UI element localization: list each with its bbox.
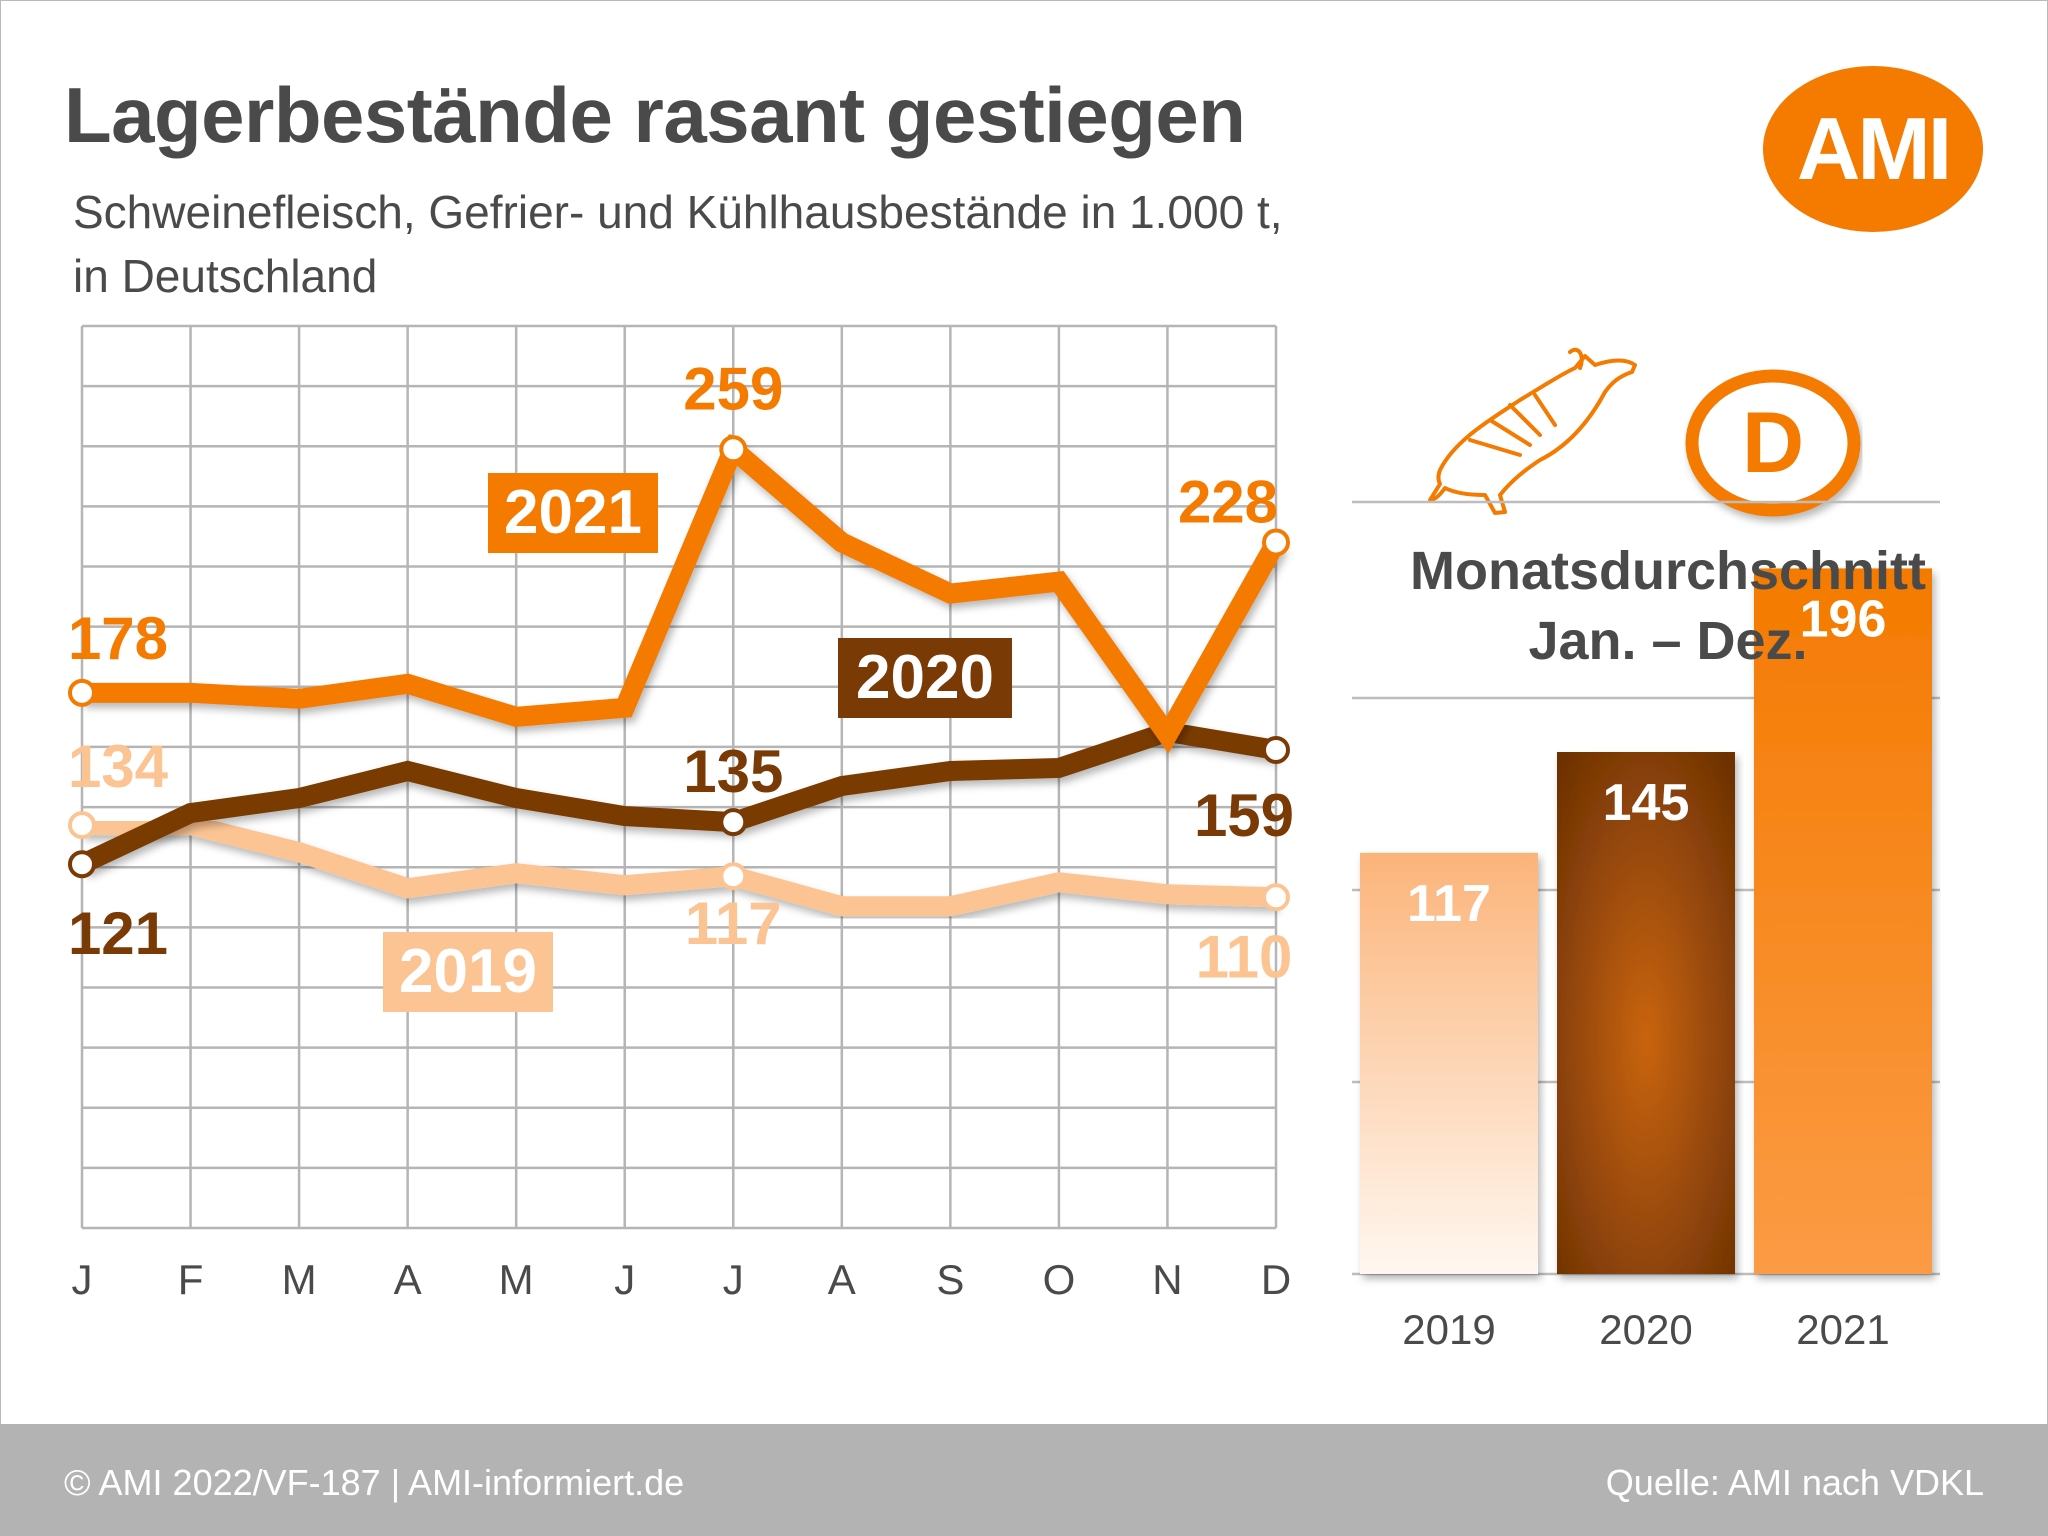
bar-category-label: 2019: [1402, 1306, 1495, 1353]
series-tag-2021: 2021: [488, 473, 658, 553]
x-tick-label: S: [936, 1256, 964, 1303]
series-tag-2019: 2019: [383, 932, 553, 1012]
bar-chart-layer: 117 2019 145 2020 196 2021: [1352, 500, 1940, 1353]
bar-2019: [1360, 852, 1538, 1274]
x-tick-label: N: [1152, 1256, 1182, 1303]
data-label-2020: 121: [68, 900, 168, 967]
average-title: Monatsdurchschnitt Jan. – Dez.: [1368, 536, 1968, 676]
bar-value-label: 117: [1407, 875, 1491, 933]
point-marker-2019: [68, 811, 96, 840]
x-tick-label: J: [614, 1256, 635, 1303]
point-marker-2021: [719, 435, 748, 464]
data-label-2021: 178: [68, 605, 168, 672]
series-tag-2021-text: 2021: [504, 478, 642, 547]
footer-bar: © AMI 2022/VF-187 | AMI-informiert.de Qu…: [0, 1424, 2048, 1536]
x-tick-label: M: [282, 1256, 317, 1303]
line-series-layer: [77, 432, 1285, 917]
data-label-2021: 259: [683, 355, 783, 422]
x-tick-label: D: [1261, 1256, 1291, 1303]
series-tag-2019-text: 2019: [399, 937, 537, 1006]
chart-canvas: J F M A M J J A S O N D 134 117 110 121 135 159 178 259 228…: [68, 324, 1940, 1353]
x-tick-label: A: [394, 1256, 422, 1303]
chart-title: Lagerbestände rasant gestiegen: [64, 71, 1246, 159]
point-marker-2021: [68, 678, 96, 707]
bar-value-label: 196: [1800, 590, 1887, 648]
pig-icon: [1428, 347, 1637, 515]
series-line-2020: [77, 721, 1278, 874]
bar-value-label: 145: [1603, 774, 1690, 832]
bar-category-label: 2021: [1796, 1306, 1889, 1353]
ami-logo: AMI: [1763, 66, 1983, 232]
data-label-2020: 135: [683, 738, 783, 805]
point-marker-2019: [1262, 883, 1290, 912]
point-marker-2020: [68, 850, 96, 879]
x-tick-label: A: [828, 1256, 856, 1303]
line-chart-grid: [80, 324, 1278, 1230]
subtitle-line-1: Schweinefleisch, Gefrier- und Kühlhausbe…: [73, 186, 1283, 238]
x-tick-label: M: [499, 1256, 534, 1303]
data-label-2019: 110: [1196, 923, 1293, 990]
data-label-2021: 228: [1178, 468, 1278, 535]
footer-copyright: © AMI 2022/VF-187 | AMI-informiert.de: [64, 1462, 685, 1503]
x-tick-label: J: [723, 1256, 744, 1303]
series-line-2021: [82, 432, 1285, 754]
data-label-2019: 134: [68, 733, 169, 800]
point-marker-2021: [1262, 528, 1290, 557]
series-tag-2020: 2020: [838, 638, 1012, 718]
average-title-line-2: Jan. – Dez.: [1528, 611, 1808, 671]
subtitle-line-2: in Deutschland: [73, 250, 378, 302]
x-tick-label: J: [72, 1256, 93, 1303]
data-label-2020: 159: [1194, 782, 1294, 849]
bar-2020: [1557, 752, 1735, 1274]
series-tag-2020-text: 2020: [856, 643, 994, 712]
point-marker-2019: [719, 862, 748, 891]
x-tick-label: O: [1043, 1256, 1076, 1303]
point-marker-2020: [1262, 735, 1290, 764]
average-title-line-1: Monatsdurchschnitt: [1409, 541, 1926, 601]
country-badge-text: D: [1742, 395, 1804, 491]
data-label-2019: 117: [685, 890, 782, 957]
ami-logo-text: AMI: [1796, 99, 1952, 198]
bar-category-label: 2020: [1599, 1306, 1692, 1353]
x-tick-label: F: [178, 1256, 204, 1303]
chart-subtitle: Schweinefleisch, Gefrier- und Kühlhausbe…: [73, 180, 1283, 308]
point-marker-2020: [719, 808, 748, 837]
line-markers-layer: [68, 435, 1290, 912]
footer-source: Quelle: AMI nach VDKL: [1605, 1462, 1984, 1503]
line-value-labels: 134 117 110 121 135 159 178 259 228: [68, 355, 1294, 990]
series-line-2019: [82, 815, 1277, 917]
bar-2021: [1754, 568, 1932, 1274]
country-badge: D: [1685, 369, 1861, 517]
